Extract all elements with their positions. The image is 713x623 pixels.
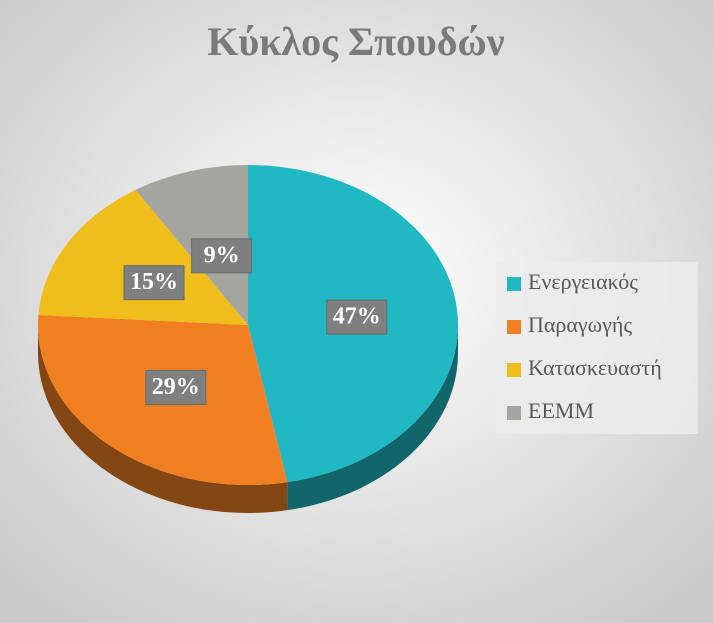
slice-side — [38, 325, 288, 513]
legend-label: Κατασκευαστή — [528, 355, 662, 380]
legend-label: Ενεργειακός — [528, 269, 638, 294]
slice-side — [287, 325, 458, 511]
data-label: 15% — [130, 269, 178, 295]
slice — [38, 189, 249, 325]
legend-label: Παραγωγής — [528, 312, 632, 337]
legend-marker — [507, 277, 521, 291]
data-label-box — [123, 265, 185, 301]
data-label-box — [326, 299, 388, 335]
chart-title: Κύκλος Σπουδών — [207, 19, 504, 64]
legend-marker — [507, 320, 521, 334]
data-label: 29% — [152, 374, 200, 400]
legend-label: ΕΕΜΜ — [528, 398, 594, 423]
data-label: 47% — [333, 304, 381, 330]
legend-marker — [507, 406, 521, 420]
data-label: 9% — [204, 242, 240, 268]
data-label-box — [145, 369, 207, 405]
data-label-box — [191, 238, 253, 274]
legend-box — [496, 262, 698, 434]
legend-marker — [507, 363, 521, 377]
